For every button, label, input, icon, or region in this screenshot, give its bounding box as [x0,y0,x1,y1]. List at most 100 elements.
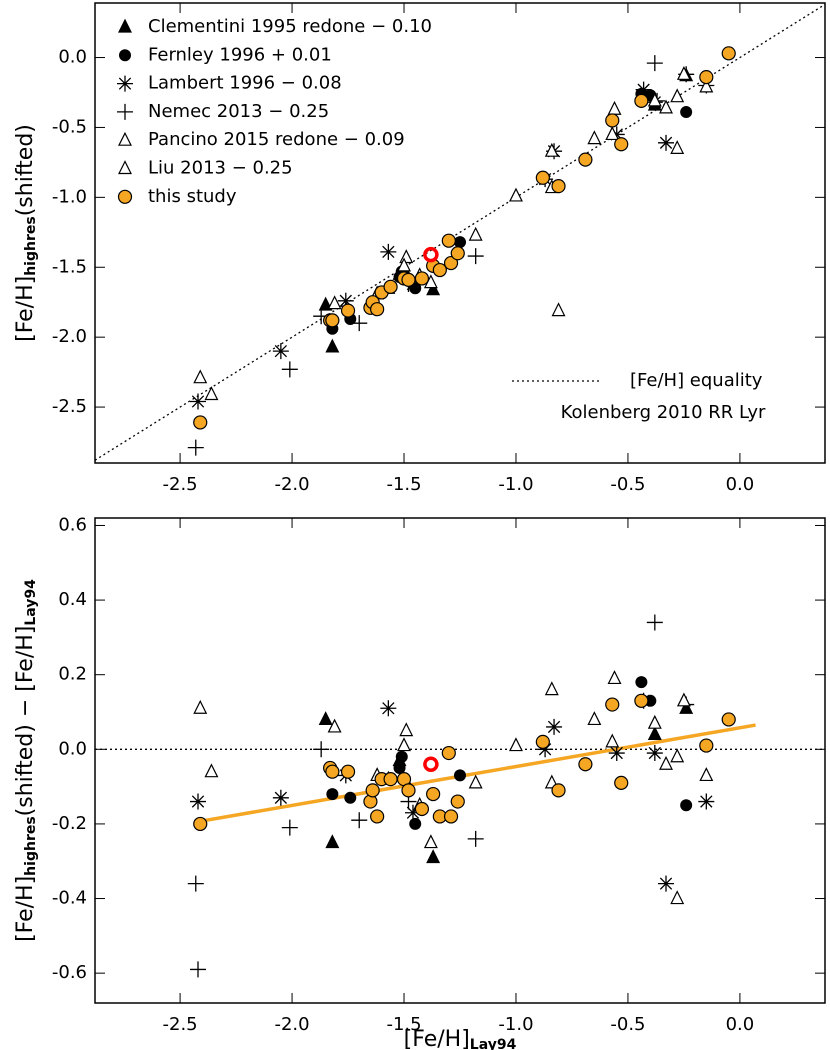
y-tick-label: 0.2 [58,664,87,685]
circle-marker [635,676,648,689]
circle-marker [325,313,340,328]
y-tick-label: 0.6 [58,514,87,535]
triangle-marker [670,88,685,103]
y-tick-label: -0.6 [52,962,87,983]
highlight-label: Kolenberg 2010 RR Lyr [561,402,766,423]
asterisk-marker [404,804,421,821]
circle-marker [370,809,385,824]
asterisk-marker [546,718,563,735]
label-part: [Fe/H] [13,876,38,942]
circle-marker [193,415,208,430]
x-tick-label: -1.0 [498,1014,533,1035]
legend-label: Nemec 2013 − 0.25 [148,101,329,122]
circle-marker [578,757,593,772]
circle-marker [721,712,736,727]
triangle-marker [327,718,342,733]
plus-marker [646,614,663,631]
x-tick-label: -0.5 [610,474,645,495]
triangle-marker [699,78,714,93]
y-tick-label: -0.2 [52,813,87,834]
asterisk-marker [608,745,625,762]
plus-marker [467,248,484,265]
asterisk-marker [272,343,289,360]
plus-marker [646,55,663,72]
triangle-marker [193,699,208,714]
asterisk-marker [537,741,554,758]
asterisk-marker [190,793,207,810]
circle-marker [578,152,593,167]
circle-marker [721,46,736,61]
legend-marker [117,75,133,92]
triangle-marker [607,100,622,115]
plus-marker [351,812,368,829]
x-tick-label: -2.0 [274,1014,309,1035]
triangle-marker [544,142,559,157]
circle-marker [454,769,466,782]
triangle-marker [399,722,414,737]
circle-marker [680,106,693,119]
reference-label: [Fe/H] equality [630,370,763,391]
asterisk-marker [380,243,397,260]
circle-marker [443,255,459,271]
asterisk-marker [272,789,289,806]
y-tick-label: -0.5 [52,116,87,137]
circle-marker [401,272,416,287]
triangle-marker [659,99,673,114]
triangle-marker [204,386,219,401]
plus-marker [190,961,207,978]
circle-marker [605,697,620,712]
triangle-marker [676,692,691,707]
x-tick-label: -1.0 [498,474,533,495]
asterisk-marker [698,793,715,810]
legend-marker [117,189,133,204]
triangle-marker [647,714,662,729]
y-tick-label: -2.0 [52,326,87,347]
label-part: [Fe/H] [13,276,38,342]
circle-marker [409,817,422,830]
equality-line [94,3,826,461]
triangle-marker [325,338,340,353]
asterisk-marker [380,700,397,717]
legend-label: this study [148,186,237,207]
circle-marker [340,303,356,318]
x-tick-label: -0.5 [610,1014,645,1035]
legend-marker [118,131,132,146]
circle-marker [414,801,430,817]
triangle-marker [659,755,673,770]
asterisk-marker [658,875,675,892]
triangle-marker [676,65,691,80]
y-tick-label: -1.0 [52,186,87,207]
triangle-marker [325,834,340,849]
legend-marker [117,103,133,120]
label-part: (shifted) [13,124,38,216]
legend-marker [118,18,132,33]
circle-marker [340,764,356,779]
triangle-marker [605,733,620,748]
y-tick-label: 0.4 [58,589,87,610]
circle-marker [432,262,447,278]
circle-marker [365,783,380,798]
plus-marker [467,830,484,847]
circle-marker [370,302,385,317]
legend-label: Lambert 1996 − 0.08 [148,73,342,94]
y-tick-label: -1.5 [52,256,87,277]
x-tick-label: -1.5 [386,1014,421,1035]
circle-marker [634,93,649,108]
subscript: Lay94 [470,1037,517,1050]
circle-marker [193,816,208,832]
circle-marker [443,809,459,824]
plus-marker [313,741,330,758]
triangle-marker [670,748,685,763]
y-tick-label: 0.0 [58,738,87,759]
x-tick-label: -2.5 [163,474,198,495]
asterisk-marker [337,292,354,309]
y-axis-label: [Fe/H]highres(shifted) − [Fe/H]Lay94 [13,579,39,942]
label-part: (shifted) − [Fe/H] [13,626,38,817]
x-tick-label: -2.0 [274,474,309,495]
circle-marker [535,170,550,185]
triangle-marker [647,726,662,740]
triangle-marker [193,369,208,384]
circle-marker [414,271,430,286]
x-tick-label: -1.5 [386,474,421,495]
